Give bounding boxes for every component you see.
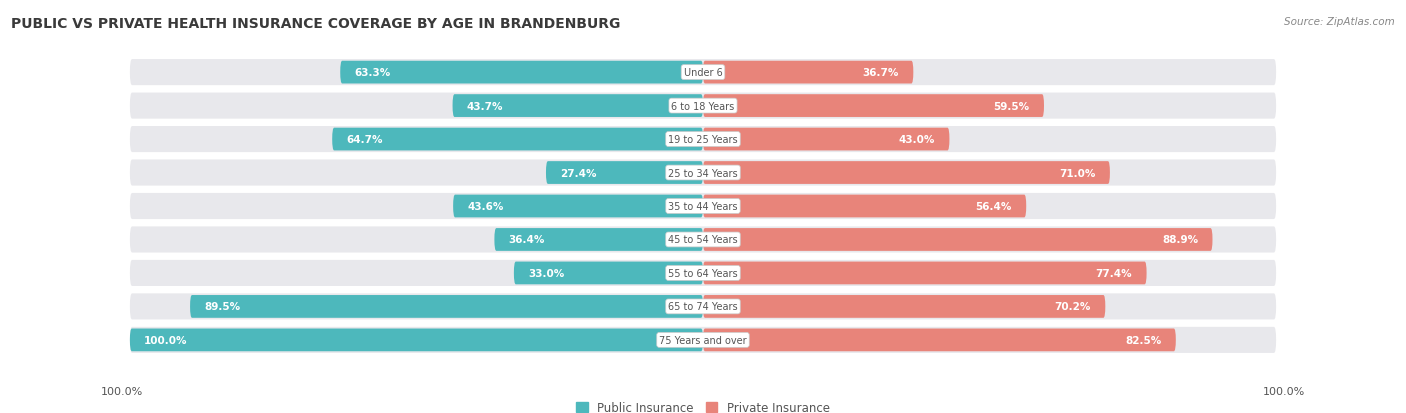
FancyBboxPatch shape xyxy=(129,294,1277,320)
Text: 71.0%: 71.0% xyxy=(1059,168,1095,178)
Text: 100.0%: 100.0% xyxy=(1263,387,1305,396)
Text: 36.4%: 36.4% xyxy=(509,235,546,245)
FancyBboxPatch shape xyxy=(129,327,1277,353)
Text: 70.2%: 70.2% xyxy=(1054,301,1091,312)
FancyBboxPatch shape xyxy=(703,195,1026,218)
Text: 27.4%: 27.4% xyxy=(561,168,596,178)
FancyBboxPatch shape xyxy=(129,60,1277,86)
FancyBboxPatch shape xyxy=(340,62,703,84)
Text: PUBLIC VS PRIVATE HEALTH INSURANCE COVERAGE BY AGE IN BRANDENBURG: PUBLIC VS PRIVATE HEALTH INSURANCE COVER… xyxy=(11,17,620,31)
Text: 43.0%: 43.0% xyxy=(898,135,935,145)
Text: 45 to 54 Years: 45 to 54 Years xyxy=(668,235,738,245)
Text: 77.4%: 77.4% xyxy=(1095,268,1132,278)
Text: 56.4%: 56.4% xyxy=(976,202,1012,211)
FancyBboxPatch shape xyxy=(495,228,703,251)
FancyBboxPatch shape xyxy=(129,329,703,351)
FancyBboxPatch shape xyxy=(703,62,914,84)
FancyBboxPatch shape xyxy=(546,162,703,185)
FancyBboxPatch shape xyxy=(332,128,703,151)
FancyBboxPatch shape xyxy=(129,127,1277,153)
Text: 59.5%: 59.5% xyxy=(994,101,1029,112)
FancyBboxPatch shape xyxy=(703,95,1045,118)
FancyBboxPatch shape xyxy=(190,295,703,318)
Text: 6 to 18 Years: 6 to 18 Years xyxy=(672,101,734,112)
Text: 65 to 74 Years: 65 to 74 Years xyxy=(668,301,738,312)
Text: 33.0%: 33.0% xyxy=(529,268,564,278)
Text: 43.7%: 43.7% xyxy=(467,101,503,112)
Text: 82.5%: 82.5% xyxy=(1125,335,1161,345)
FancyBboxPatch shape xyxy=(453,95,703,118)
Text: 25 to 34 Years: 25 to 34 Years xyxy=(668,168,738,178)
FancyBboxPatch shape xyxy=(129,93,1277,119)
Text: 43.6%: 43.6% xyxy=(467,202,503,211)
FancyBboxPatch shape xyxy=(453,195,703,218)
Text: 75 Years and over: 75 Years and over xyxy=(659,335,747,345)
FancyBboxPatch shape xyxy=(703,262,1146,285)
Text: 55 to 64 Years: 55 to 64 Years xyxy=(668,268,738,278)
FancyBboxPatch shape xyxy=(703,162,1109,185)
FancyBboxPatch shape xyxy=(129,160,1277,186)
FancyBboxPatch shape xyxy=(513,262,703,285)
Text: 88.9%: 88.9% xyxy=(1161,235,1198,245)
Text: 36.7%: 36.7% xyxy=(863,68,898,78)
FancyBboxPatch shape xyxy=(703,228,1212,251)
FancyBboxPatch shape xyxy=(129,260,1277,286)
FancyBboxPatch shape xyxy=(703,295,1105,318)
Text: 100.0%: 100.0% xyxy=(101,387,143,396)
Text: Under 6: Under 6 xyxy=(683,68,723,78)
Legend: Public Insurance, Private Insurance: Public Insurance, Private Insurance xyxy=(576,401,830,413)
Text: 19 to 25 Years: 19 to 25 Years xyxy=(668,135,738,145)
FancyBboxPatch shape xyxy=(703,128,949,151)
Text: 63.3%: 63.3% xyxy=(354,68,391,78)
Text: Source: ZipAtlas.com: Source: ZipAtlas.com xyxy=(1284,17,1395,26)
FancyBboxPatch shape xyxy=(129,227,1277,253)
Text: 100.0%: 100.0% xyxy=(145,335,188,345)
FancyBboxPatch shape xyxy=(703,329,1175,351)
Text: 64.7%: 64.7% xyxy=(346,135,382,145)
Text: 89.5%: 89.5% xyxy=(204,301,240,312)
FancyBboxPatch shape xyxy=(129,193,1277,220)
Text: 35 to 44 Years: 35 to 44 Years xyxy=(668,202,738,211)
